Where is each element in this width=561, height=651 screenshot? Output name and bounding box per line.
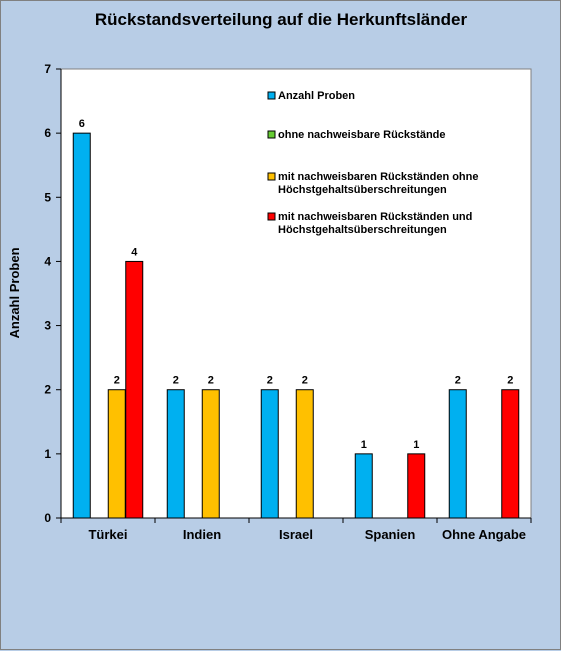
legend-swatch (267, 130, 276, 139)
legend-entry: Anzahl Proben (278, 90, 355, 102)
bar (501, 389, 520, 519)
bar (201, 389, 220, 519)
legend-entry: ohne nachweisbare Rückstände (278, 129, 446, 141)
bar-data-label: 1 (361, 439, 367, 451)
bar-data-label: 2 (114, 375, 120, 387)
bars-group: 6 2 4 2 2 2 2 1 1 2 2 (72, 118, 520, 519)
y-tick-label: 7 (44, 62, 51, 76)
y-tick-label: 5 (44, 190, 51, 204)
x-category-label: Spanien (365, 527, 416, 542)
y-tick-label: 3 (44, 319, 51, 333)
bar-data-label: 2 (455, 375, 461, 387)
bar-data-label: 2 (173, 375, 179, 387)
y-tick-label: 0 (44, 511, 51, 525)
x-category-label: Ohne Angabe (442, 527, 526, 542)
y-ticks-group: 0 1 2 3 4 5 6 7 (44, 62, 62, 525)
bar-data-label: 2 (208, 375, 214, 387)
bar (448, 389, 467, 519)
bar-data-label: 2 (302, 375, 308, 387)
y-axis-label: Anzahl Proben (7, 247, 22, 338)
bar (125, 260, 144, 519)
bar-data-label: 2 (267, 375, 273, 387)
bar (72, 132, 91, 519)
bar (407, 453, 426, 519)
bar-data-label: 1 (413, 439, 419, 451)
x-category-label: Israel (279, 527, 313, 542)
bar (166, 389, 185, 519)
y-tick-label: 6 (44, 126, 51, 140)
bar-data-label: 2 (507, 375, 513, 387)
bar (295, 389, 314, 519)
bar (260, 389, 279, 519)
bar (354, 453, 373, 519)
bar-data-label: 4 (131, 246, 138, 258)
legend-entry: mit nachweisbaren Rückständen und Höchstg… (278, 211, 472, 236)
legend-swatch (267, 212, 276, 221)
legend: Anzahl Proben ohne nachweisbare Rückständ… (267, 90, 479, 236)
chart-title: Rückstandsverteilung auf die Herkunftslä… (95, 10, 468, 29)
bar (107, 389, 126, 519)
y-tick-label: 4 (44, 254, 51, 268)
bar-data-label: 6 (79, 118, 85, 130)
legend-swatch (267, 91, 276, 100)
y-tick-label: 2 (44, 383, 51, 397)
x-category-label: Indien (183, 527, 221, 542)
legend-entry: mit nachweisbaren Rückständen ohne Höchst… (278, 171, 479, 196)
x-category-label: Türkei (88, 527, 127, 542)
legend-swatch (267, 172, 276, 181)
x-categories-group: Türkei Indien Israel Spanien Ohne Angabe (60, 517, 532, 542)
y-tick-label: 1 (44, 447, 51, 461)
